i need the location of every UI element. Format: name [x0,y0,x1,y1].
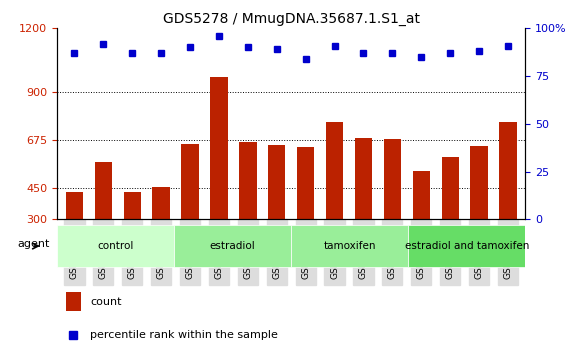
Title: GDS5278 / MmugDNA.35687.1.S1_at: GDS5278 / MmugDNA.35687.1.S1_at [163,12,420,26]
Bar [239,142,256,283]
Bar [326,122,343,283]
Text: estradiol: estradiol [210,241,256,251]
FancyBboxPatch shape [408,225,525,267]
Bar [123,192,141,283]
Bar [152,187,170,283]
Bar [66,292,81,311]
FancyBboxPatch shape [291,225,408,267]
Bar [471,146,488,283]
Bar [95,162,112,283]
Text: percentile rank within the sample: percentile rank within the sample [90,330,278,339]
Bar [210,77,228,283]
Bar [384,139,401,283]
Text: agent: agent [17,239,50,249]
Bar [182,144,199,283]
FancyBboxPatch shape [57,225,174,267]
Bar [499,122,517,283]
Text: estradiol and tamoxifen: estradiol and tamoxifen [405,241,529,251]
Bar [268,145,286,283]
Bar [355,138,372,283]
Bar [66,192,83,283]
Text: control: control [98,241,134,251]
Text: count: count [90,297,122,307]
Bar [297,147,314,283]
Bar [441,157,459,283]
Text: tamoxifen: tamoxifen [324,241,376,251]
Bar [413,171,430,283]
FancyBboxPatch shape [174,225,291,267]
